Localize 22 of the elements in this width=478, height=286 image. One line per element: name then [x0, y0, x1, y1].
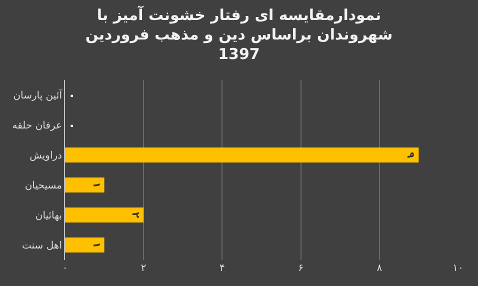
data-label: ۰	[68, 117, 76, 132]
x-tick-label: ۴	[220, 263, 225, 274]
y-tick-label: مسیحیان	[24, 180, 62, 192]
bar	[65, 148, 419, 162]
x-tick-label: ۸	[376, 263, 383, 274]
y-tick-label: آئین پارسان	[13, 88, 64, 102]
y-tick-label: عرفان حلقه	[12, 120, 62, 132]
x-tick-label: ۲	[140, 263, 146, 274]
data-label: ۱	[90, 182, 102, 188]
x-tick-label: ۶	[298, 263, 304, 274]
x-tick-label: ۱۰	[452, 263, 464, 274]
y-tick-label: بهائیان	[35, 210, 62, 222]
data-label: ۰	[68, 87, 76, 102]
bar	[65, 208, 144, 222]
bar	[65, 238, 104, 252]
bar	[65, 178, 104, 192]
data-label: ۱	[90, 242, 102, 248]
x-tick-label: ۰	[62, 263, 68, 274]
y-tick-label: دراویش	[30, 150, 62, 162]
y-tick-label: اهل سنت	[22, 240, 62, 252]
data-label: ۹	[404, 152, 416, 158]
data-label: ۲	[130, 212, 141, 218]
